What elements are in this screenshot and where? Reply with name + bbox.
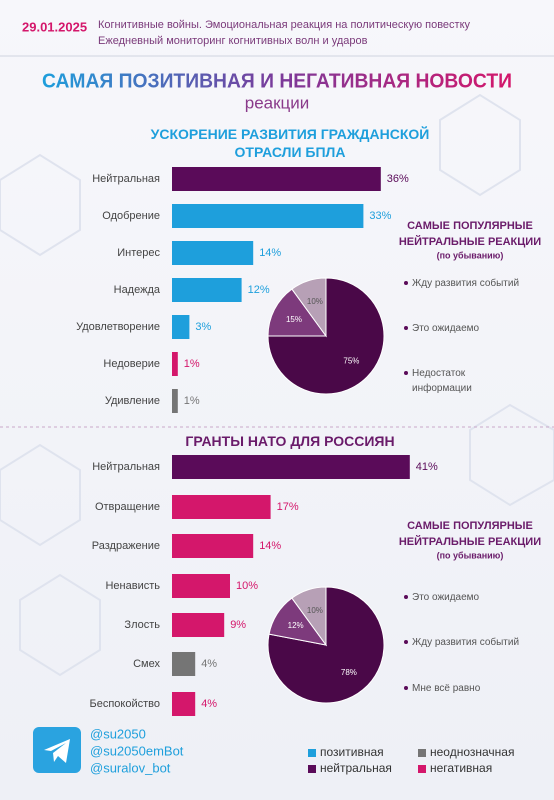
value-label: 14%	[259, 247, 281, 259]
pie-slice	[267, 288, 327, 337]
legend-bullet	[404, 640, 408, 644]
pie-legend-label: Жду развития событий	[412, 278, 520, 289]
title-sub: реакции	[245, 93, 310, 112]
value-label: 3%	[195, 321, 211, 333]
value-label: 10%	[236, 580, 258, 592]
legend-swatch	[418, 765, 426, 773]
chart-title: ГРАНТЫ НАТО ДЛЯ РОССИЯН	[185, 433, 395, 449]
handle: @su2050	[90, 726, 146, 741]
pie-legend-label: Это ожидаемо	[412, 592, 480, 603]
category-label: Недоверие	[103, 358, 160, 370]
legend-bullet	[404, 281, 408, 285]
subtitle: Когнитивные войны. Эмоциональная реакция…	[98, 19, 471, 31]
pie-title: САМЫЕ ПОПУЛЯРНЫЕ НЕЙТРАЛЬНЫЕ РЕАКЦИИ	[398, 220, 542, 248]
category-label: Нейтральная	[92, 173, 160, 185]
bar	[172, 278, 242, 302]
value-label: 36%	[387, 173, 409, 185]
category-label: Ненависть	[105, 580, 160, 592]
value-label: 12%	[248, 284, 270, 296]
bar	[172, 574, 230, 598]
slice-label: 15%	[286, 315, 302, 324]
slice-label: 12%	[288, 621, 304, 630]
category-label: Удивление	[105, 395, 160, 407]
pie-slice	[267, 277, 385, 395]
category-label: Удовлетворение	[76, 321, 160, 333]
slice-label: 75%	[343, 357, 359, 366]
bar	[172, 692, 196, 716]
subtitle: Ежедневный мониторинг когнитивных волн и…	[98, 35, 368, 47]
category-label: Смех	[133, 658, 160, 670]
bar	[172, 204, 364, 228]
handle: @su2050emBot	[90, 743, 184, 758]
slice-label: 78%	[341, 668, 357, 677]
category-label: Одобрение	[102, 210, 160, 222]
value-label: 4%	[201, 658, 217, 670]
legend-label: нейтральная	[320, 761, 392, 775]
legend-bullet	[404, 595, 408, 599]
legend-bullet	[404, 686, 408, 690]
value-label: 41%	[416, 461, 438, 473]
bar	[172, 613, 225, 637]
value-label: 17%	[277, 501, 299, 513]
value-label: 9%	[230, 619, 246, 631]
category-label: Надежда	[114, 284, 161, 296]
legend-label: негативная	[430, 761, 492, 775]
bar	[172, 455, 410, 479]
pie-slice	[267, 586, 385, 704]
category-label: Раздражение	[92, 540, 160, 552]
bar	[172, 389, 178, 413]
pie-slice	[291, 277, 327, 338]
category-label: Интерес	[117, 247, 160, 259]
pie-legend-label: Это ожидаемо	[412, 323, 480, 334]
handle: @suralov_bot	[90, 760, 171, 775]
category-label: Нейтральная	[92, 461, 160, 473]
bar	[172, 241, 254, 265]
value-label: 4%	[201, 698, 217, 710]
bar	[172, 652, 196, 676]
pie-slice	[291, 586, 327, 647]
pie-legend-label: Жду развития событий	[412, 637, 520, 648]
value-label: 14%	[259, 540, 281, 552]
bar	[172, 315, 190, 339]
date: 29.01.2025	[22, 19, 87, 34]
legend-label: позитивная	[320, 745, 384, 759]
title: САМАЯ ПОЗИТИВНАЯ И НЕГАТИВНАЯ НОВОСТИ	[42, 70, 512, 92]
legend-label: неоднозначная	[430, 745, 514, 759]
value-label: 1%	[184, 358, 200, 370]
telegram-icon	[33, 727, 81, 773]
bar	[172, 495, 271, 519]
category-label: Злость	[124, 619, 160, 631]
legend-swatch	[308, 749, 316, 757]
pie-subtitle: (по убыванию)	[437, 550, 504, 560]
hex-background	[0, 93, 554, 677]
value-label: 1%	[184, 395, 200, 407]
pie-title: САМЫЕ ПОПУЛЯРНЫЕ НЕЙТРАЛЬНЫЕ РЕАКЦИИ	[398, 520, 542, 548]
legend-swatch	[418, 749, 426, 757]
legend-bullet	[404, 371, 408, 375]
chart-title: УСКОРЕНИЕ РАЗВИТИЯ ГРАЖДАНСКОЙ ОТРАСЛИ Б…	[150, 126, 430, 160]
pie-legend-label: Недостаток информации	[412, 368, 472, 394]
category-label: Отвращение	[95, 501, 160, 513]
legend-bullet	[404, 326, 408, 330]
slice-label: 10%	[307, 606, 323, 615]
bar	[172, 167, 381, 191]
value-label: 33%	[369, 210, 391, 222]
pie-subtitle: (по убыванию)	[437, 250, 504, 260]
category-label: Беспокойство	[90, 698, 161, 710]
pie-legend-label: Мне всё равно	[412, 683, 481, 694]
slice-label: 10%	[307, 297, 323, 306]
bar	[172, 352, 178, 376]
legend-swatch	[308, 765, 316, 773]
bar	[172, 534, 254, 558]
